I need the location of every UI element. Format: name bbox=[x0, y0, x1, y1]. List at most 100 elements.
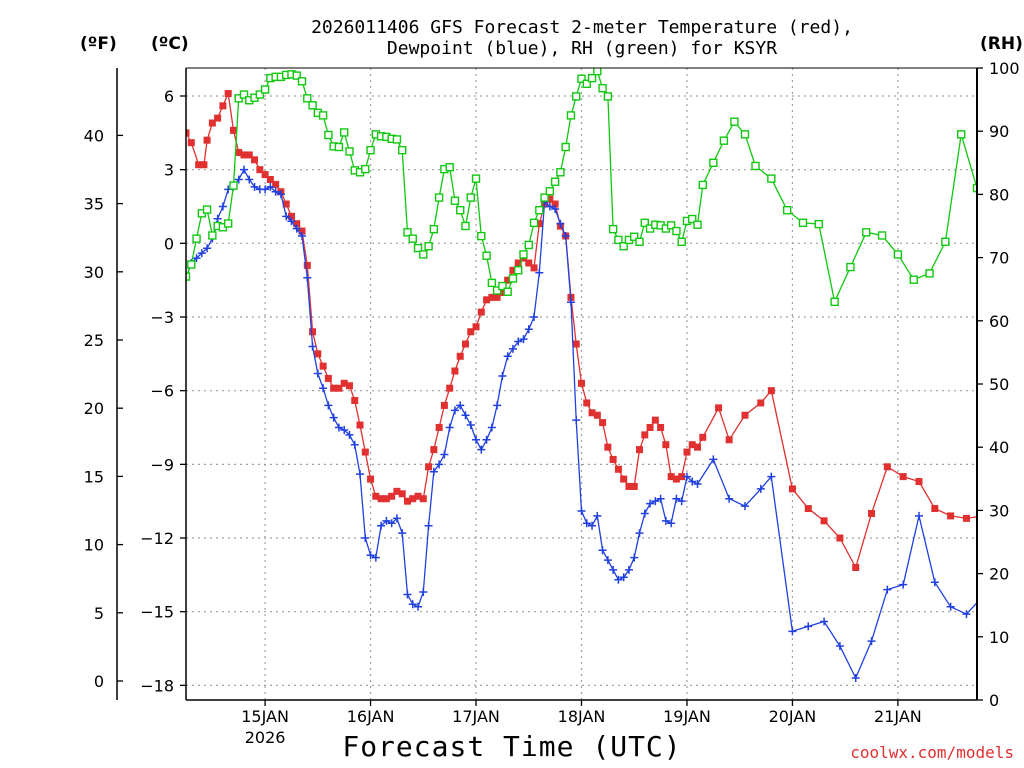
dewpoint-point bbox=[688, 477, 697, 486]
dewpoint-point bbox=[487, 423, 496, 432]
dewpoint-point bbox=[245, 175, 254, 184]
temp-point bbox=[852, 563, 860, 571]
dewpoint-point bbox=[329, 413, 338, 422]
rh-point bbox=[582, 79, 591, 89]
temp-point bbox=[551, 200, 559, 208]
dewpoint-point bbox=[324, 401, 333, 410]
temp-point bbox=[962, 514, 970, 522]
dewpoint-point bbox=[382, 516, 391, 525]
rh-point bbox=[239, 90, 249, 99]
temp-point bbox=[688, 441, 696, 449]
temp-point bbox=[282, 200, 290, 208]
temp-point bbox=[425, 463, 433, 471]
temp-point bbox=[351, 396, 359, 404]
dewpoint-point bbox=[767, 472, 776, 481]
dewpoint-point bbox=[240, 165, 249, 174]
dewpoint-point bbox=[867, 637, 876, 646]
temp-point bbox=[599, 419, 607, 427]
rh-point bbox=[688, 214, 697, 224]
dewpoint-point bbox=[651, 497, 660, 506]
temp-point bbox=[667, 473, 675, 481]
temp-point bbox=[467, 328, 475, 336]
temp-point bbox=[588, 409, 596, 417]
temp-point bbox=[578, 379, 585, 387]
dewpoint-point bbox=[693, 479, 702, 488]
x-tick-label: 18JAN bbox=[558, 707, 606, 726]
temp-point bbox=[335, 384, 343, 392]
rh-point bbox=[308, 101, 317, 110]
dewpoint-point bbox=[535, 268, 544, 277]
rh-point bbox=[614, 235, 623, 245]
temp-point bbox=[525, 259, 533, 267]
temp-point bbox=[319, 362, 327, 370]
rh-point bbox=[466, 193, 475, 202]
temp-point bbox=[393, 487, 401, 495]
temp-point bbox=[430, 446, 438, 454]
dewpoint-point bbox=[577, 506, 586, 515]
temp-point bbox=[472, 323, 480, 331]
temp-point bbox=[514, 259, 522, 267]
temp-point bbox=[287, 212, 295, 220]
dewpoint-point bbox=[387, 519, 396, 528]
celsius-tick-label: −9 bbox=[150, 455, 174, 474]
rh-point bbox=[208, 231, 217, 240]
temp-point bbox=[583, 399, 591, 407]
temp-point bbox=[641, 431, 649, 439]
temp-point bbox=[493, 293, 501, 301]
temp-point bbox=[483, 296, 491, 304]
temp-point bbox=[504, 276, 512, 284]
dewpoint-point bbox=[930, 578, 939, 587]
dewpoint-point bbox=[334, 423, 343, 432]
dewpoint-point bbox=[498, 371, 507, 380]
temp-point bbox=[266, 175, 274, 183]
temp-point bbox=[868, 509, 876, 517]
fahrenheit-tick-label: 15 bbox=[84, 467, 104, 486]
temp-point bbox=[361, 448, 369, 456]
rh-point bbox=[630, 232, 639, 241]
temp-point bbox=[572, 340, 580, 348]
dewpoint-point bbox=[319, 384, 328, 393]
temp-point bbox=[208, 119, 216, 127]
rh-point bbox=[767, 174, 776, 183]
temp-point bbox=[214, 114, 222, 122]
dewpoint-point bbox=[466, 421, 475, 430]
temp-point bbox=[388, 492, 396, 500]
dewpoint-point bbox=[213, 214, 222, 223]
dewpoint-point bbox=[582, 519, 591, 528]
rh-point bbox=[909, 275, 918, 284]
rh-point bbox=[334, 142, 344, 152]
dewpoint-point bbox=[978, 593, 986, 601]
temp-point bbox=[240, 151, 248, 159]
dewpoint-point bbox=[508, 344, 517, 353]
dewpoint-point bbox=[624, 565, 633, 574]
rh-point bbox=[956, 130, 966, 139]
dewpoint-point bbox=[630, 553, 639, 562]
rh-tick-label: 0 bbox=[989, 691, 999, 710]
dewpoint-point bbox=[276, 190, 285, 199]
rh-point bbox=[392, 135, 402, 144]
temp-point bbox=[245, 151, 253, 159]
rh-point bbox=[324, 130, 333, 140]
rh-point bbox=[561, 142, 570, 152]
dewpoint-point bbox=[524, 325, 533, 334]
dewpoint-point bbox=[203, 244, 212, 253]
temp-point bbox=[630, 482, 638, 490]
rh-point bbox=[698, 180, 707, 190]
temp-point bbox=[461, 340, 469, 348]
dewpoint-point bbox=[561, 231, 570, 240]
rh-point bbox=[740, 130, 750, 139]
temp-point bbox=[604, 443, 612, 451]
unit-label-celsius: (ºC) bbox=[151, 34, 189, 54]
dewpoint-point bbox=[308, 342, 317, 351]
rh-point bbox=[535, 205, 544, 215]
fahrenheit-tick-label: 25 bbox=[84, 331, 104, 350]
temp-point bbox=[509, 266, 517, 274]
temp-point bbox=[899, 473, 907, 481]
dewpoint-point bbox=[261, 185, 270, 194]
dewpoint-point bbox=[266, 182, 275, 191]
temp-point bbox=[356, 421, 364, 429]
fahrenheit-tick-label: 35 bbox=[84, 195, 104, 214]
dewpoint-point bbox=[914, 511, 923, 520]
